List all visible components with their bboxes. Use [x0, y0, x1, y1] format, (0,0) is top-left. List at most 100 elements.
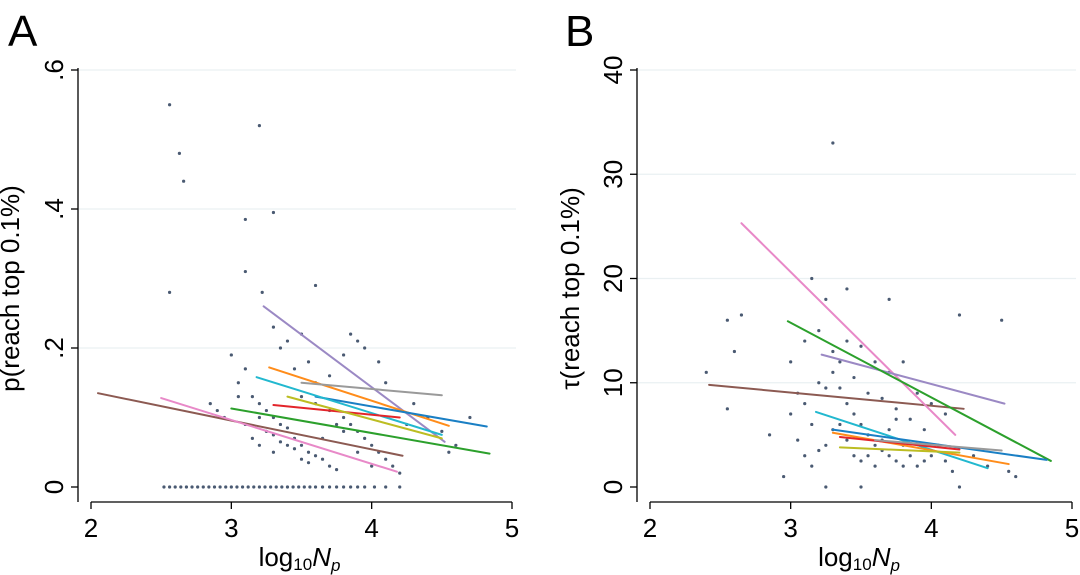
fit-line [708, 383, 965, 410]
x-axis-label: log10Np [259, 542, 341, 575]
data-point [454, 443, 458, 447]
data-point [356, 339, 360, 343]
data-point [299, 443, 304, 447]
data-point [845, 287, 849, 291]
data-point [292, 447, 297, 451]
data-point [384, 457, 388, 461]
data-point [440, 429, 444, 433]
data-point [308, 485, 312, 489]
data-point [803, 339, 807, 343]
data-point [263, 485, 267, 489]
data-point [299, 457, 304, 461]
x-tick-label: 5 [1065, 513, 1079, 543]
fit-line [314, 395, 488, 428]
data-point [370, 464, 374, 468]
x-tick-label: 4 [924, 513, 938, 543]
fit-line [272, 403, 401, 419]
data-point [901, 464, 905, 468]
data-point [943, 412, 948, 416]
data-point [349, 485, 353, 489]
data-point [824, 485, 828, 489]
data-point [243, 367, 247, 371]
data-point [327, 485, 332, 489]
data-point [887, 297, 891, 301]
x-axis-label-var: N [872, 542, 891, 572]
data-point [704, 370, 708, 374]
data-point [271, 210, 276, 215]
data-point [859, 422, 863, 427]
y-tick-label: 0 [598, 480, 628, 494]
y-axis-label: τ(reach top 0.1%) [555, 187, 585, 389]
data-point [866, 391, 870, 395]
y-axis-label: p(reach top 0.1%) [0, 185, 25, 392]
fit-line [286, 395, 443, 440]
x-axis-label-log: log [818, 542, 853, 572]
y-tick-label: 10 [598, 368, 628, 397]
y-tick-label: 20 [598, 264, 628, 293]
data-point [297, 485, 301, 489]
fit-line [268, 366, 450, 427]
data-point [252, 485, 256, 489]
data-point [229, 353, 233, 357]
fit-line [262, 305, 446, 443]
fit-line [740, 222, 957, 436]
data-point [859, 459, 863, 463]
data-point [320, 457, 325, 461]
x-axis-label-base: 10 [293, 555, 312, 574]
data-point [831, 370, 835, 374]
data-point [880, 396, 884, 400]
data-point [349, 332, 353, 336]
data-point [257, 415, 261, 420]
data-point [824, 297, 828, 301]
fit-line [786, 320, 1052, 462]
data-point [356, 450, 360, 454]
data-point [915, 391, 919, 395]
data-point [838, 386, 842, 390]
data-point [859, 485, 863, 489]
data-point [327, 464, 332, 468]
data-point [285, 339, 290, 343]
data-point [894, 407, 898, 411]
data-point [212, 485, 217, 489]
data-point [873, 443, 877, 447]
data-point [398, 485, 402, 489]
data-point [229, 485, 233, 489]
data-point [957, 313, 962, 317]
data-point [306, 360, 311, 364]
data-point [257, 124, 261, 128]
data-point [235, 485, 239, 489]
data-point [208, 402, 212, 406]
fit-line [831, 431, 1010, 466]
data-point [327, 374, 332, 378]
data-point [271, 450, 276, 454]
data-point [302, 485, 306, 489]
panel-a: A 0 .2 .4 .6 2 3 4 5 p(reach top 0.1%) log10Np [0, 7, 519, 575]
fit-line [820, 353, 1006, 405]
y-tick-label: 0 [39, 480, 69, 494]
data-point [384, 381, 388, 385]
data-point [852, 412, 856, 416]
data-point [929, 454, 933, 458]
data-point [838, 360, 842, 364]
data-point [789, 412, 793, 416]
data-point [971, 454, 976, 458]
data-point [363, 485, 367, 489]
data-point [257, 402, 261, 406]
data-point [873, 464, 877, 468]
data-point [342, 429, 346, 433]
data-point [207, 485, 211, 489]
data-point [852, 375, 856, 380]
data-point [412, 402, 416, 406]
x-axis-label-log: log [259, 542, 294, 572]
data-point [291, 485, 295, 489]
data-point [922, 428, 926, 432]
data-point [866, 454, 870, 458]
data-point [370, 443, 374, 447]
data-point [1014, 474, 1018, 479]
data-point [739, 313, 744, 317]
data-point [356, 485, 360, 489]
data-point [285, 426, 290, 430]
x-axis-label-var-sub: p [330, 556, 340, 575]
data-point [306, 461, 311, 465]
